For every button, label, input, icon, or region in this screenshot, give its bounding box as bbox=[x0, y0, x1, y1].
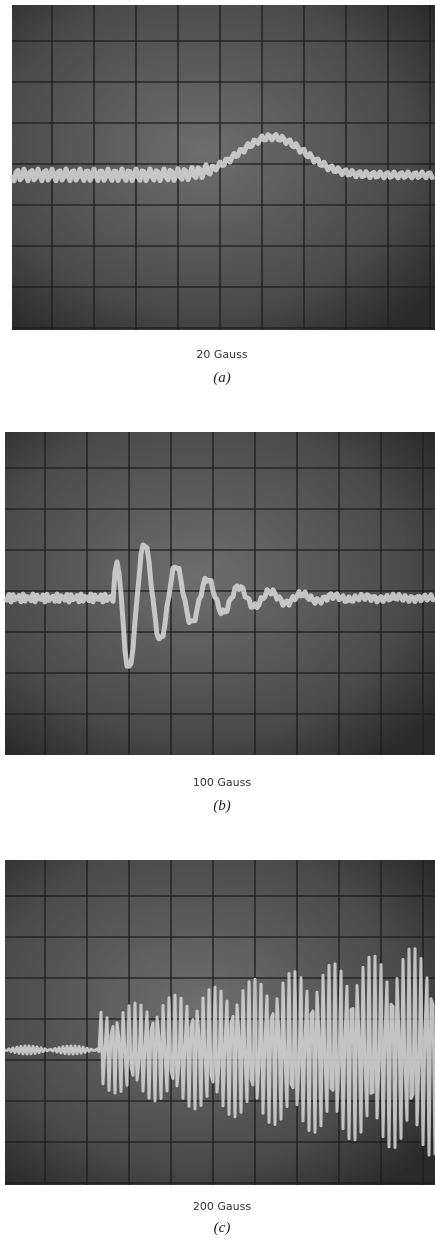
caption: 100 Gauss bbox=[193, 776, 251, 789]
panel-label: (a) bbox=[213, 370, 231, 386]
figure: 20 Gauss (a) 100 Gauss (b) 200 Gauss (c) bbox=[0, 0, 435, 1241]
panel-label: (c) bbox=[214, 1220, 231, 1236]
caption: 20 Gauss bbox=[196, 348, 247, 361]
caption: 200 Gauss bbox=[193, 1200, 251, 1213]
panel-label: (b) bbox=[213, 798, 231, 814]
page: 20 Gauss (a) 100 Gauss (b) 200 Gauss (c)… bbox=[0, 0, 435, 1241]
